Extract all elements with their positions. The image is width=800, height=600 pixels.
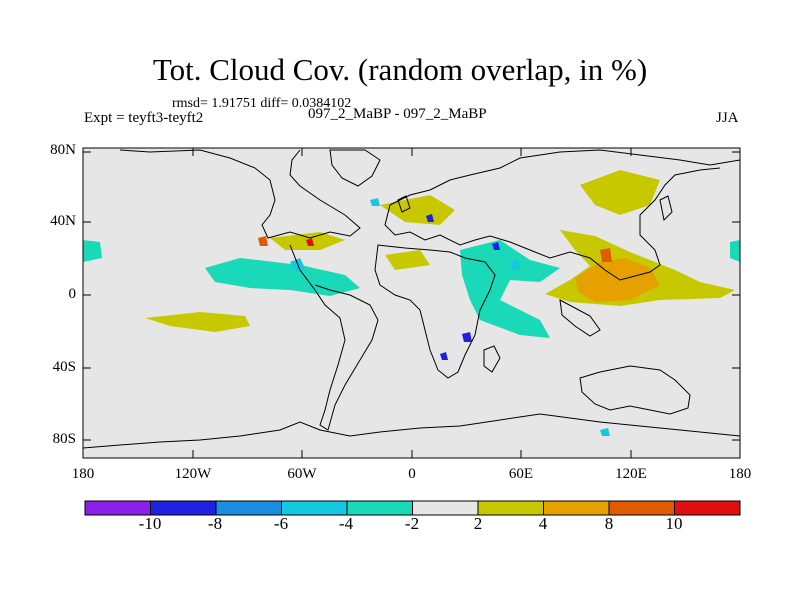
coast-north-america: [119, 149, 361, 239]
lon-tick-180w: 180: [71, 466, 95, 482]
colorbar-label-6: 2: [473, 514, 483, 533]
lon-tick-120e: 120E: [615, 466, 647, 482]
lat-tick-40s: 40S: [52, 359, 76, 375]
colorbar-box-10: [674, 500, 741, 516]
patch-red-1: [306, 238, 314, 246]
colorbar-box-2: [150, 500, 217, 516]
coast-greenland: [329, 149, 381, 187]
colorbar-box-8: [543, 500, 610, 516]
coast-eurasia: [384, 149, 741, 281]
colorbar-label-4: -4: [338, 514, 354, 533]
patch-blue-1: [426, 214, 434, 222]
coast-australia: [579, 365, 691, 415]
coast-madagascar: [483, 345, 501, 373]
coast-africa: [374, 244, 496, 379]
colorbar-box-4: [281, 500, 348, 516]
chart-title: Tot. Cloud Cov. (random overlap, in %): [152, 52, 648, 87]
coast-antarctica: [82, 413, 741, 449]
lon-tick-120w: 120W: [174, 466, 212, 482]
colorbar-label-1: -10: [138, 514, 162, 533]
lon-tick-180e: 180: [728, 466, 752, 482]
patch-yellow-mid: [385, 250, 430, 270]
patch-blue-4: [440, 352, 448, 360]
colorbar-label-7: 4: [538, 514, 548, 533]
lon-tick-marks: [82, 148, 741, 458]
patch-teal-africa: [460, 240, 560, 338]
patch-teal-east: [730, 240, 740, 262]
colorbar-box-9: [608, 500, 675, 516]
patch-orange-asia: [575, 258, 660, 302]
colorbar-label-2: -8: [207, 514, 223, 533]
coast-japan: [659, 195, 673, 222]
lat-tick-40n: 40N: [50, 213, 76, 229]
experiment-label: Expt = teyft3-teyft2: [84, 110, 204, 126]
coast-south-america: [289, 244, 379, 431]
colorbar-label-8: 8: [604, 514, 614, 533]
colorbar-label-5: -2: [404, 514, 420, 533]
coast-uk: [397, 195, 411, 213]
colorbar-label-9: 10: [665, 514, 683, 533]
lat-tick-0: 0: [68, 286, 77, 302]
coastlines: [82, 149, 741, 449]
colorbar-box-5: [346, 500, 413, 516]
lon-tick-60w: 60W: [287, 466, 317, 482]
patch-yellow-pacific: [145, 312, 250, 332]
patch-teal-atlantic: [205, 258, 360, 296]
patch-teal-west: [83, 240, 102, 262]
season-label: JJA: [716, 110, 739, 126]
colorbar: [84, 500, 741, 516]
colorbar-box-1: [84, 500, 151, 516]
patch-darkorange-2: [600, 248, 612, 262]
stats-label: rmsd= 1.91751 diff= 0.0384102: [172, 96, 352, 111]
patch-yellow-arctic: [580, 170, 660, 215]
patch-blue-2: [492, 242, 500, 250]
patch-blue-3: [462, 332, 472, 342]
patch-cyan-3: [600, 428, 610, 436]
colorbar-box-6: [412, 500, 479, 516]
colorbar-box-7: [477, 500, 544, 516]
patch-cyan-2: [510, 260, 520, 270]
patch-cyan-4: [370, 198, 380, 206]
coast-se-asia: [559, 299, 601, 337]
colorbar-label-3: -6: [273, 514, 289, 533]
colorbar-box-3: [215, 500, 282, 516]
patch-darkorange-1: [258, 236, 268, 246]
lon-tick-60e: 60E: [508, 466, 534, 482]
lat-tick-marks: [83, 151, 740, 441]
lon-tick-0: 0: [408, 466, 416, 482]
lat-tick-80s: 80S: [52, 431, 76, 447]
lat-tick-80n: 80N: [50, 142, 76, 158]
center-label: 097_2_MaBP - 097_2_MaBP: [308, 106, 487, 122]
